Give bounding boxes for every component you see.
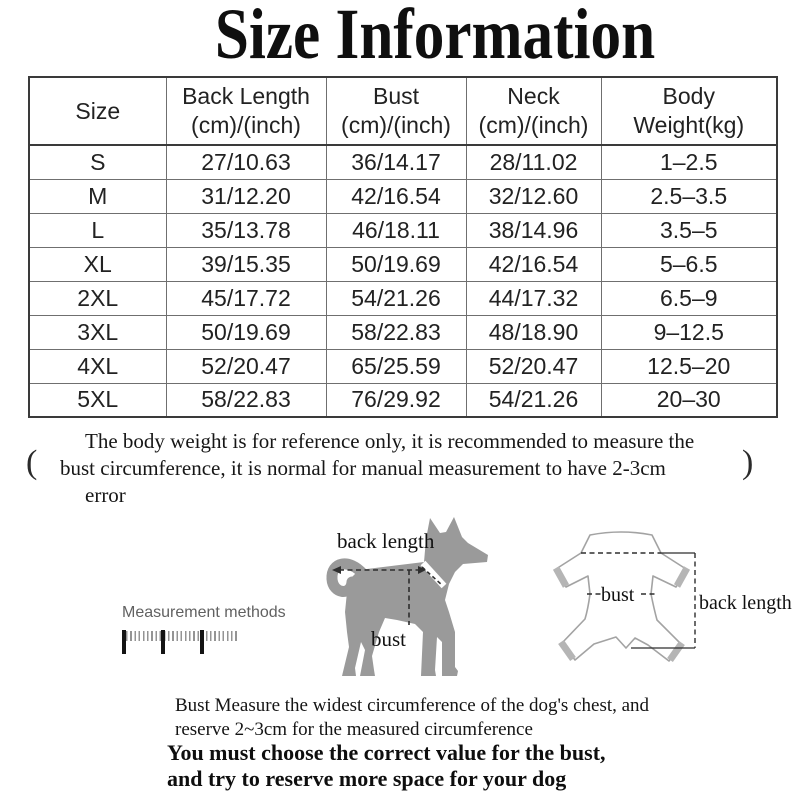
dog-silhouette — [342, 517, 488, 676]
cell-neck: 52/20.47 — [465, 348, 602, 384]
ruler-major-tick — [122, 630, 126, 654]
close-paren: ) — [742, 444, 754, 481]
leg-cuff — [667, 640, 685, 663]
garment-bust-label: bust — [601, 584, 635, 606]
cell-weight: 5–6.5 — [600, 246, 778, 282]
garment-back-length-label: back length — [699, 592, 792, 614]
page-title: Size Information — [214, 0, 656, 74]
cell-bust: 76/29.92 — [325, 382, 467, 418]
cell-back-length: 35/13.78 — [165, 212, 327, 248]
sleeve-cuff — [673, 566, 691, 588]
ruler-major-tick — [200, 630, 204, 654]
col-header-body-weight: Body Weight(kg) — [600, 76, 778, 146]
note-line-2: bust circumference, it is normal for man… — [60, 456, 666, 480]
cell-weight: 1–2.5 — [600, 144, 778, 180]
measurement-methods-label: Measurement methods — [122, 604, 286, 621]
cell-back-length: 31/12.20 — [165, 178, 327, 214]
leg-cuff — [558, 639, 576, 662]
table-row: S 27/10.63 36/14.17 28/11.02 1–2.5 — [28, 144, 778, 180]
cell-bust: 50/19.69 — [325, 246, 467, 282]
bust-warning-note: You must choose the correct value for th… — [167, 740, 606, 791]
size-table-wrap: Size Back Length (cm)/(inch) Bust (cm)/(… — [28, 76, 778, 418]
cell-weight: 20–30 — [600, 382, 778, 418]
ruler-ticks — [126, 631, 239, 641]
cell-neck: 32/12.60 — [465, 178, 602, 214]
page-title-wrap: Size Information — [70, 0, 800, 70]
col-header-size: Size — [28, 76, 167, 146]
side-dog-bust-label: bust — [371, 627, 407, 651]
cell-bust: 58/22.83 — [325, 314, 467, 350]
cell-size: M — [28, 178, 167, 214]
note-line-3: error — [85, 483, 126, 507]
cell-weight: 9–12.5 — [600, 314, 778, 350]
table-row: M 31/12.20 42/16.54 32/12.60 2.5–3.5 — [28, 178, 778, 214]
cell-weight: 12.5–20 — [600, 348, 778, 384]
cell-weight: 6.5–9 — [600, 280, 778, 316]
cell-back-length: 45/17.72 — [165, 280, 327, 316]
dog-collar — [420, 560, 447, 589]
ruler-major-tick — [161, 630, 165, 654]
cell-neck: 44/17.32 — [465, 280, 602, 316]
cell-neck: 48/18.90 — [465, 314, 602, 350]
cell-neck: 54/21.26 — [465, 382, 602, 418]
table-row: L 35/13.78 46/18.11 38/14.96 3.5–5 — [28, 212, 778, 248]
side-dog-back-length-label: back length — [337, 529, 435, 553]
cell-size: S — [28, 144, 167, 180]
cell-neck: 38/14.96 — [465, 212, 602, 248]
arrowhead-left — [332, 566, 341, 574]
cell-back-length: 50/19.69 — [165, 314, 327, 350]
cell-back-length: 27/10.63 — [165, 144, 327, 180]
cell-size: 3XL — [28, 314, 167, 350]
col-header-neck: Neck (cm)/(inch) — [465, 76, 602, 146]
cell-size: 2XL — [28, 280, 167, 316]
col-header-bust: Bust (cm)/(inch) — [325, 76, 467, 146]
cell-neck: 42/16.54 — [465, 246, 602, 282]
cell-bust: 46/18.11 — [325, 212, 467, 248]
open-paren: ( — [26, 444, 38, 481]
table-row: 2XL 45/17.72 54/21.26 44/17.32 6.5–9 — [28, 280, 778, 316]
garment-top-illustration — [552, 531, 696, 663]
cell-bust: 65/25.59 — [325, 348, 467, 384]
cell-bust: 42/16.54 — [325, 178, 467, 214]
cell-size: 4XL — [28, 348, 167, 384]
arrowhead-right — [418, 566, 426, 574]
cell-size: 5XL — [28, 382, 167, 418]
cell-neck: 28/11.02 — [465, 144, 602, 180]
table-row: XL 39/15.35 50/19.69 42/16.54 5–6.5 — [28, 246, 778, 282]
header-row: Size Back Length (cm)/(inch) Bust (cm)/(… — [28, 76, 778, 146]
cell-back-length: 39/15.35 — [165, 246, 327, 282]
cell-back-length: 52/20.47 — [165, 348, 327, 384]
table-row: 3XL 50/19.69 58/22.83 48/18.90 9–12.5 — [28, 314, 778, 350]
col-header-back-length: Back Length (cm)/(inch) — [165, 76, 327, 146]
cell-size: L — [28, 212, 167, 248]
table-row: 4XL 52/20.47 65/25.59 52/20.47 12.5–20 — [28, 348, 778, 384]
cell-bust: 36/14.17 — [325, 144, 467, 180]
ruler-icon — [122, 630, 242, 654]
dog-side-illustration — [326, 517, 488, 676]
garment-outline — [555, 531, 687, 662]
size-table: Size Back Length (cm)/(inch) Bust (cm)/(… — [28, 76, 778, 418]
note-line-1: The body weight is for reference only, i… — [85, 429, 695, 453]
cell-size: XL — [28, 246, 167, 282]
cell-weight: 3.5–5 — [600, 212, 778, 248]
bust-measure-note: Bust Measure the widest circumference of… — [175, 695, 650, 740]
cell-back-length: 58/22.83 — [165, 382, 327, 418]
cell-weight: 2.5–3.5 — [600, 178, 778, 214]
collar-dashed-line — [421, 566, 443, 586]
dog-tail — [326, 558, 369, 597]
cell-bust: 54/21.26 — [325, 280, 467, 316]
table-row: 5XL 58/22.83 76/29.92 54/21.26 20–30 — [28, 382, 778, 418]
sleeve-cuff — [552, 566, 570, 588]
